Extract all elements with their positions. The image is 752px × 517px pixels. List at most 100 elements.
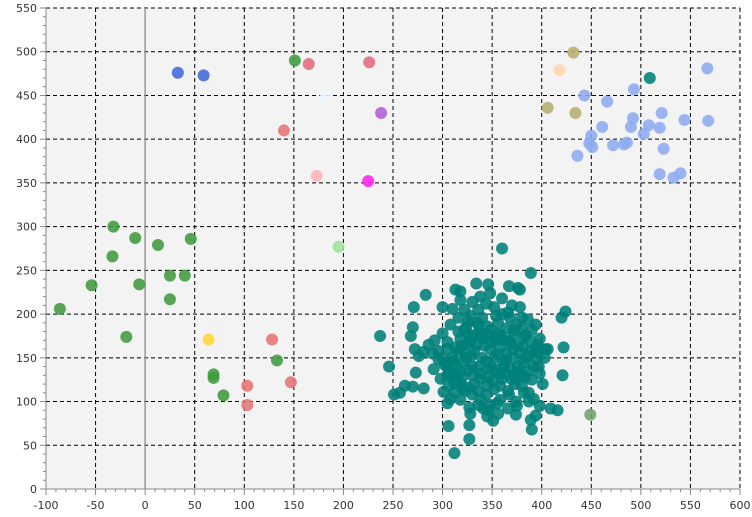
y-tick-label: 550: [16, 2, 37, 15]
scatter-point: [501, 322, 514, 335]
scatter-point: [302, 57, 315, 70]
scatter-point: [427, 363, 440, 376]
scatter-point: [462, 315, 475, 328]
scatter-point: [500, 353, 513, 366]
scatter-point: [492, 407, 505, 420]
scatter-point: [412, 350, 425, 363]
scatter-point: [444, 318, 457, 331]
scatter-point: [202, 333, 215, 346]
y-tick-label: 200: [16, 308, 37, 321]
scatter-point: [653, 121, 666, 134]
scatter-point: [529, 318, 542, 331]
scatter-point: [505, 299, 518, 312]
scatter-point: [474, 367, 487, 380]
scatter-point: [434, 372, 447, 385]
scatter-point: [529, 409, 542, 422]
x-tick-label: 250: [383, 499, 404, 512]
x-tick-label: 300: [432, 499, 453, 512]
scatter-point: [533, 332, 546, 345]
scatter-point: [523, 334, 536, 347]
scatter-point: [509, 395, 522, 408]
scatter-point: [271, 354, 284, 367]
scatter-point: [507, 369, 520, 382]
scatter-point: [207, 371, 220, 384]
scatter-point: [624, 120, 637, 133]
scatter-point: [53, 302, 66, 315]
scatter-point: [496, 292, 509, 305]
scatter-point: [571, 149, 584, 162]
scatter-point: [524, 266, 537, 279]
scatter-point: [442, 379, 455, 392]
scatter-point: [452, 311, 465, 324]
scatter-point: [217, 389, 230, 402]
y-tick-label: 300: [16, 221, 37, 234]
scatter-point: [674, 167, 687, 180]
scatter-point: [536, 378, 549, 391]
scatter-point: [494, 393, 507, 406]
scatter-point: [107, 220, 120, 233]
scatter-point: [484, 287, 497, 300]
scatter-point: [511, 281, 524, 294]
scatter-point: [478, 339, 491, 352]
scatter-point: [490, 309, 503, 322]
scatter-point: [461, 327, 474, 340]
scatter-point: [642, 119, 655, 132]
scatter-point: [620, 136, 633, 149]
scatter-point: [241, 399, 254, 412]
scatter-point: [472, 385, 485, 398]
scatter-point: [441, 336, 454, 349]
scatter-point: [241, 379, 254, 392]
scatter-point: [133, 278, 146, 291]
y-tick-label: 150: [16, 352, 37, 365]
x-tick-label: 100: [234, 499, 255, 512]
scatter-point: [657, 142, 670, 155]
y-tick-label: 450: [16, 89, 37, 102]
scatter-point: [496, 242, 509, 255]
scatter-point: [607, 139, 620, 152]
x-tick-label: -100: [34, 499, 59, 512]
scatter-point: [120, 330, 133, 343]
scatter-point: [551, 404, 564, 417]
scatter-point: [637, 127, 650, 140]
scatter-point: [419, 288, 432, 301]
scatter-point: [184, 232, 197, 245]
x-tick-label: 200: [333, 499, 354, 512]
scatter-point: [106, 250, 119, 263]
scatter-point: [653, 168, 666, 181]
scatter-point: [511, 339, 524, 352]
x-tick-label: 400: [531, 499, 552, 512]
scatter-point: [436, 351, 449, 364]
scatter-point: [319, 90, 332, 103]
x-tick-label: 50: [188, 499, 202, 512]
scatter-point: [454, 294, 467, 307]
scatter-point: [447, 355, 460, 368]
scatter-point: [627, 83, 640, 96]
x-tick-label: 150: [283, 499, 304, 512]
scatter-point: [655, 106, 668, 119]
scatter-point: [409, 366, 422, 379]
scatter-point: [178, 269, 191, 282]
scatter-point: [152, 239, 165, 252]
scatter-point: [129, 232, 142, 245]
scatter-point: [171, 66, 184, 79]
scatter-point: [601, 95, 614, 108]
scatter-point: [702, 114, 715, 127]
scatter-point: [288, 54, 301, 67]
data-points: [53, 46, 715, 460]
y-tick-label: 100: [16, 396, 37, 409]
y-tick-label: 350: [16, 177, 37, 190]
scatter-point: [85, 279, 98, 292]
scatter-point: [466, 295, 479, 308]
y-tick-label: 50: [23, 439, 37, 452]
scatter-point: [163, 293, 176, 306]
scatter-point: [436, 301, 449, 314]
scatter-point: [502, 402, 515, 415]
scatter-point: [470, 277, 483, 290]
scatter-point: [519, 351, 532, 364]
scatter-point: [310, 169, 323, 182]
scatter-point: [363, 56, 376, 69]
scatter-point: [557, 341, 570, 354]
scatter-point: [541, 101, 554, 114]
scatter-point: [450, 371, 463, 384]
x-tick-label: 500: [630, 499, 651, 512]
